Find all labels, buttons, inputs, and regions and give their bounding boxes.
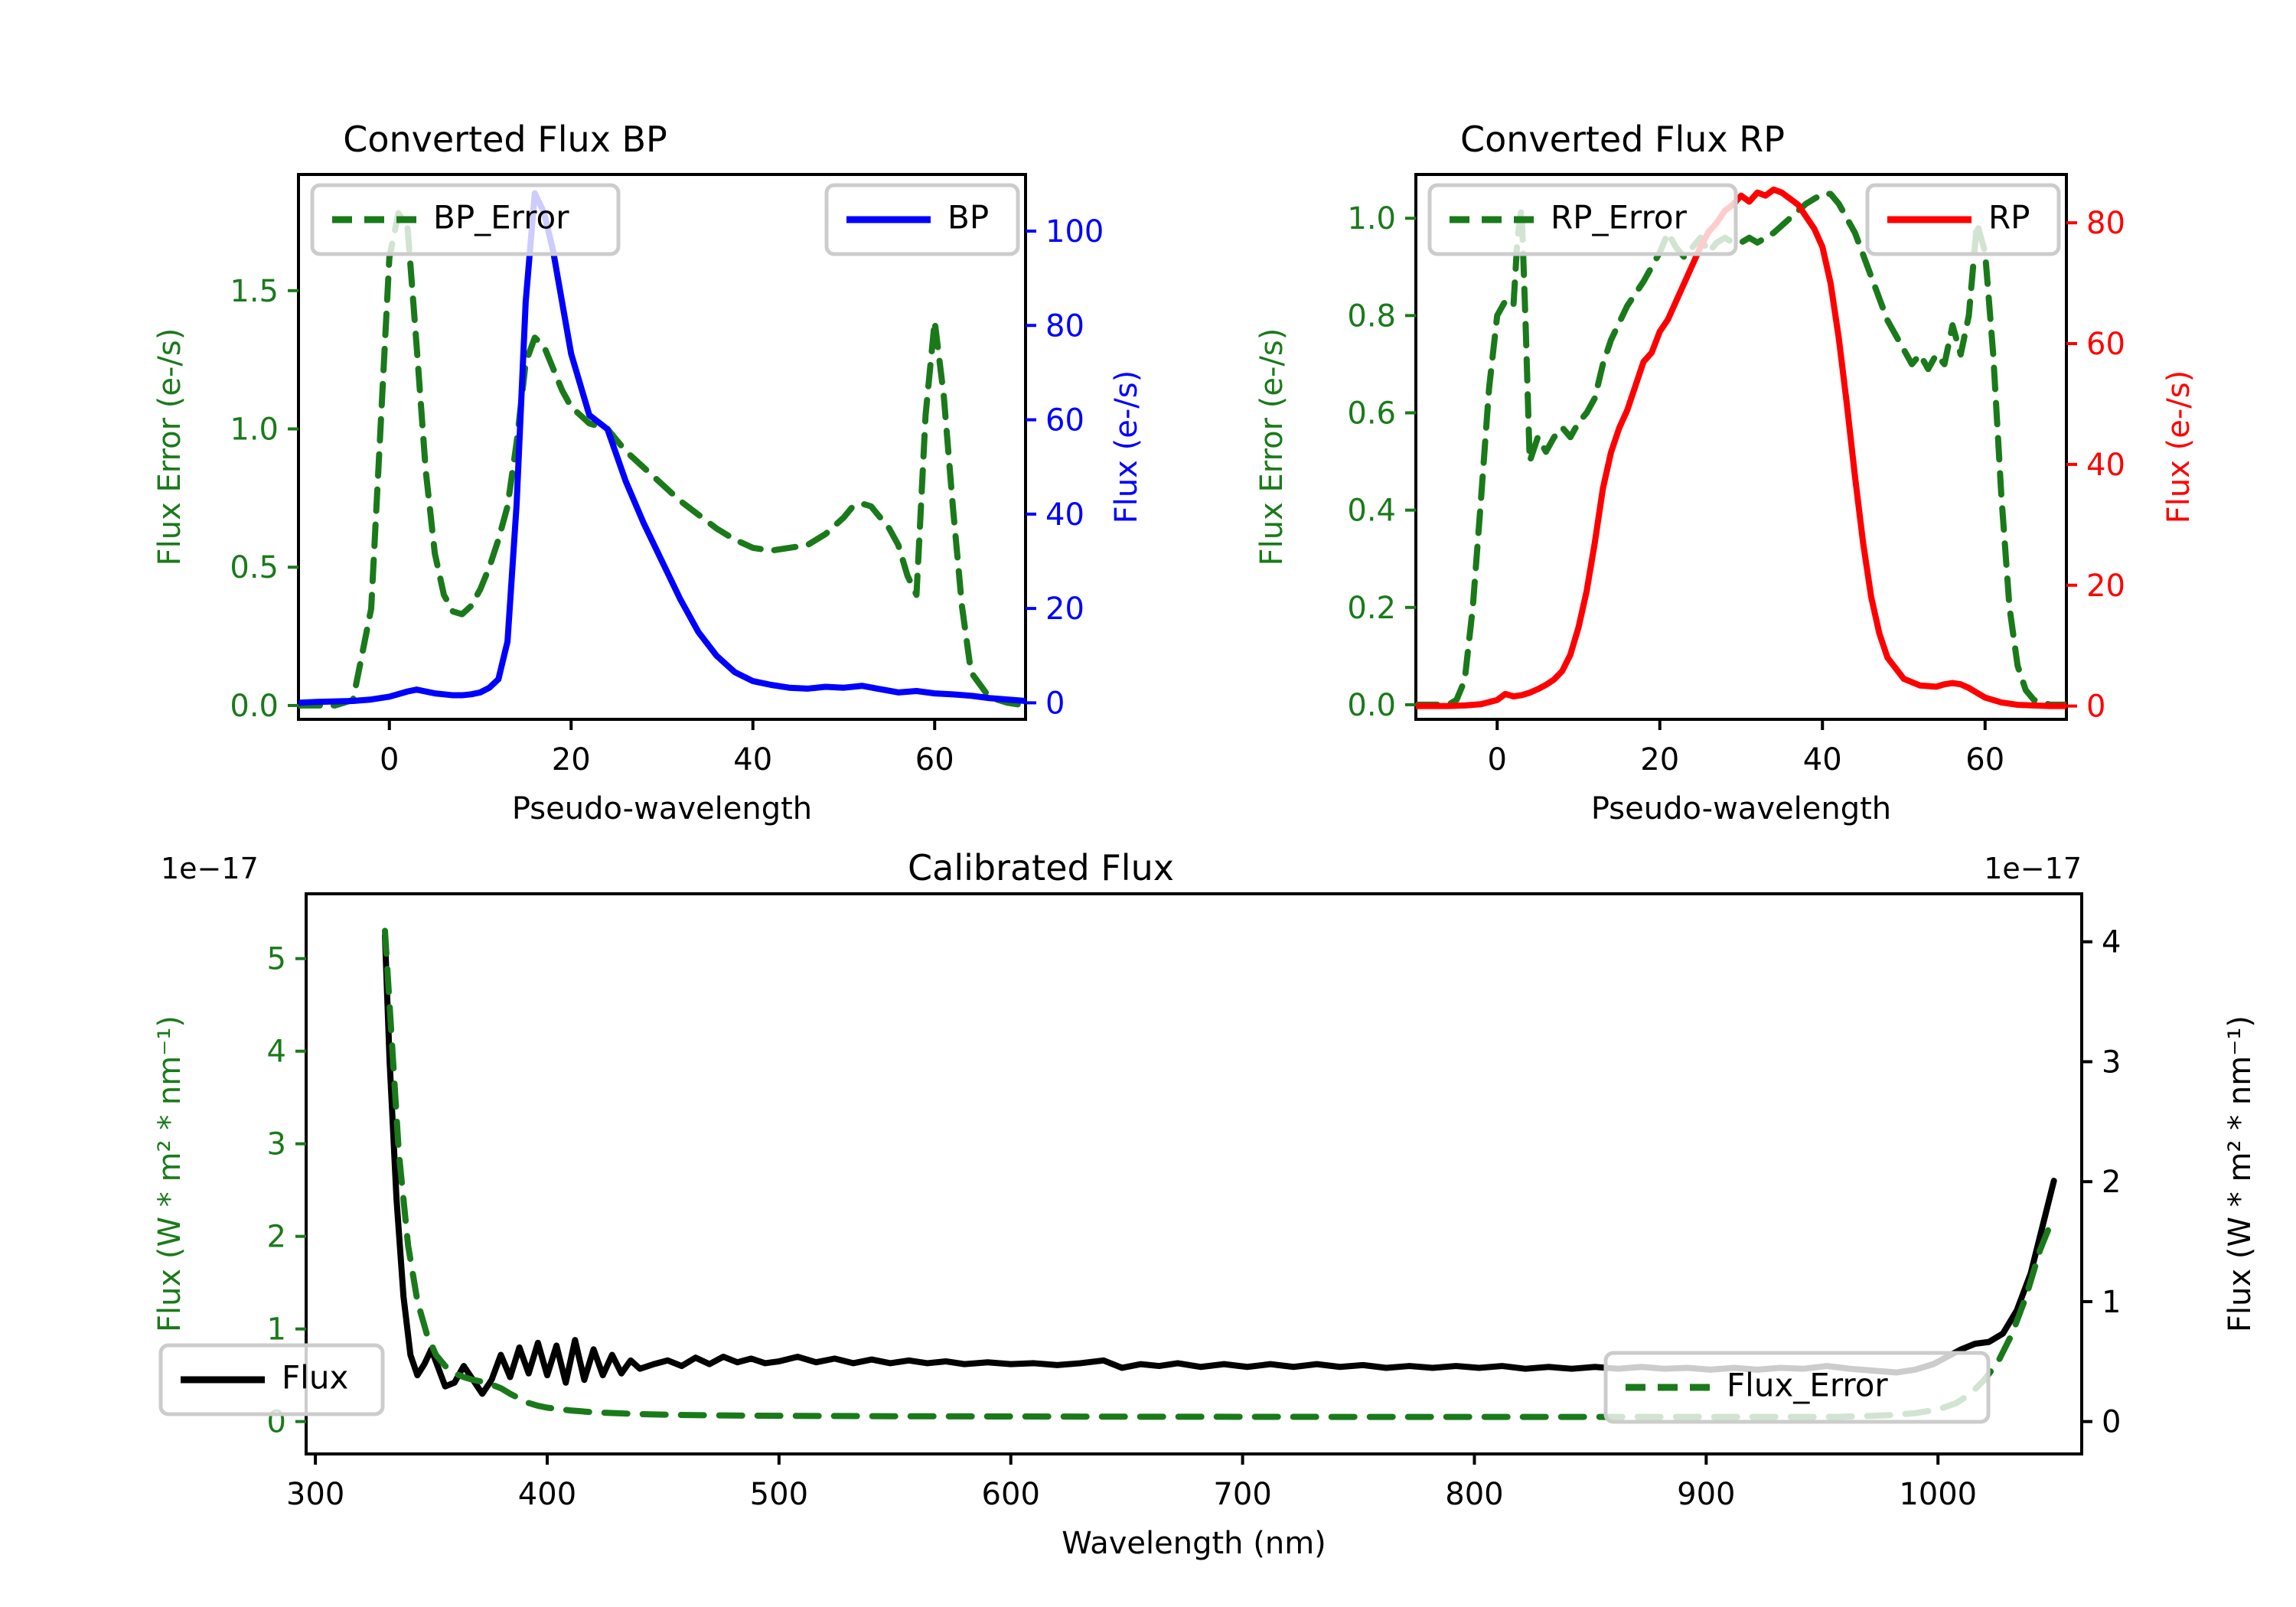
x-tick-label: 0 <box>1488 742 1507 777</box>
y-tick-label-right: 40 <box>2086 448 2125 483</box>
y-tick-label-right: 4 <box>2102 925 2121 960</box>
y-tick-label-left: 0.6 <box>1347 396 1396 432</box>
x-tick-label: 300 <box>286 1477 344 1512</box>
y-tick-label-left: 2 <box>267 1220 286 1255</box>
panel-converted-flux-bp: Converted Flux BP 0 20 40 60 Pseudo-waveleng… <box>138 115 1148 834</box>
legend-box <box>1427 183 1738 256</box>
x-tick-label: 700 <box>1213 1477 1271 1512</box>
y-axis-label-left: Flux Error (e-/s) <box>152 328 188 566</box>
x-tick-label: 60 <box>915 742 954 777</box>
y-tick-label-right: 3 <box>2102 1045 2121 1080</box>
y-tick-label-left: 1.5 <box>230 274 279 309</box>
right-offset-label: 1e−17 <box>1984 852 2082 885</box>
x-tick-label: 900 <box>1677 1477 1735 1512</box>
y-axis-label-right: Flux (e-/s) <box>1109 370 1144 523</box>
panel-title-bp: Converted Flux BP <box>343 119 667 160</box>
x-tick-label: 400 <box>518 1477 576 1512</box>
series-rp-error <box>1416 191 2066 708</box>
legend-label-rp-error: RP_Error <box>1551 199 1688 236</box>
y-tick-label-left: 0.8 <box>1347 298 1396 334</box>
y-tick-label-right: 60 <box>2086 327 2125 362</box>
y-axis-label-right: Flux (e-/s) <box>2161 370 2197 523</box>
y-axis-label-left: Flux Error (e-/s) <box>1254 328 1290 566</box>
axes-frame <box>1414 173 2068 721</box>
x-tick-label: 600 <box>982 1477 1040 1512</box>
series-bp-error <box>298 210 1026 709</box>
y-axis-label-left: Flux (W * m² * nm⁻¹) <box>152 1015 188 1332</box>
x-tick-label: 40 <box>1803 742 1842 777</box>
panel-converted-flux-rp: Converted Flux RP 0 20 40 60 Pseudo-waveleng… <box>1240 115 2250 834</box>
legend-label-bp: BP <box>947 199 989 236</box>
calibrated-plot-area: 300 400 500 600 700 800 900 1000 Wavelength (nm)… <box>152 892 2258 1561</box>
x-axis-label: Pseudo-wavelength <box>512 791 812 826</box>
y-tick-label-left: 4 <box>267 1035 286 1070</box>
y-tick-label-left: 3 <box>267 1127 286 1162</box>
y-tick-label-right: 20 <box>2086 569 2125 604</box>
y-tick-label-left: 0.2 <box>1347 591 1396 626</box>
x-tick-label: 40 <box>733 742 772 777</box>
x-axis-label: Pseudo-wavelength <box>1591 791 1891 826</box>
y-tick-label-right: 60 <box>1045 403 1084 438</box>
legend-label-bp-error: BP_Error <box>433 199 569 236</box>
axes-frame <box>297 173 1027 721</box>
series-bp <box>298 190 1026 706</box>
y-tick-label-left: 5 <box>267 942 286 977</box>
y-tick-label-right: 100 <box>1045 214 1104 249</box>
legend-label-flux: Flux <box>282 1359 348 1397</box>
y-tick-label-right: 0 <box>2086 689 2105 725</box>
x-tick-label: 1000 <box>1899 1477 1977 1512</box>
panel-calibrated-flux: Calibrated Flux 1e−17 1e−17 300 400 500 600… <box>138 834 2258 1592</box>
legend-box <box>158 1343 385 1416</box>
x-axis-label: Wavelength (nm) <box>1062 1526 1326 1561</box>
x-tick-label: 500 <box>750 1477 808 1512</box>
y-tick-label-right: 20 <box>1045 592 1084 627</box>
x-tick-label: 800 <box>1445 1477 1503 1512</box>
y-tick-label-right: 2 <box>2102 1165 2121 1200</box>
y-tick-label-left: 1.0 <box>1347 201 1396 236</box>
x-tick-label: 20 <box>1640 742 1679 777</box>
x-tick-label: 20 <box>552 742 591 777</box>
legend-label-flux-error: Flux_Error <box>1727 1367 1888 1404</box>
y-tick-label-right: 40 <box>1045 497 1084 533</box>
panel-title-rp: Converted Flux RP <box>1460 119 1785 160</box>
y-tick-label-right: 1 <box>2102 1285 2121 1320</box>
legend-label-rp: RP <box>1988 199 2030 236</box>
series-flux <box>381 932 2057 1397</box>
series-flux-error <box>381 927 2053 1420</box>
x-tick-label: 60 <box>1965 742 2004 777</box>
y-tick-label-right: 0 <box>1045 686 1065 721</box>
left-offset-label: 1e−17 <box>161 852 259 885</box>
panel-title-calibrated: Calibrated Flux <box>908 847 1174 888</box>
y-tick-label-right: 80 <box>2086 206 2125 241</box>
legend-box <box>1603 1351 1991 1424</box>
y-tick-label-left: 0.0 <box>230 689 279 724</box>
rp-plot-area: 0 20 40 60 Pseudo-wavelength 0.0 0.2 0.4 0.6 0.8 1… <box>1254 173 2197 826</box>
y-tick-label-left: 0.5 <box>230 550 279 585</box>
y-tick-label-right: 80 <box>1045 308 1084 344</box>
x-tick-label: 0 <box>380 742 399 777</box>
y-axis-label-right: Flux (W * m² * nm⁻¹) <box>2223 1015 2258 1332</box>
y-tick-label-right: 0 <box>2102 1405 2121 1440</box>
legend-box <box>310 183 621 256</box>
axes-frame <box>305 892 2083 1455</box>
y-tick-label-left: 0.4 <box>1347 494 1396 529</box>
y-tick-label-left: 1.0 <box>230 412 279 448</box>
y-tick-label-left: 0.0 <box>1347 688 1396 723</box>
y-tick-label-left: 1 <box>267 1312 286 1348</box>
bp-plot-area: 0 20 40 60 Pseudo-wavelength 0.0 0.5 1.0 1.5 Flux… <box>152 173 1144 826</box>
